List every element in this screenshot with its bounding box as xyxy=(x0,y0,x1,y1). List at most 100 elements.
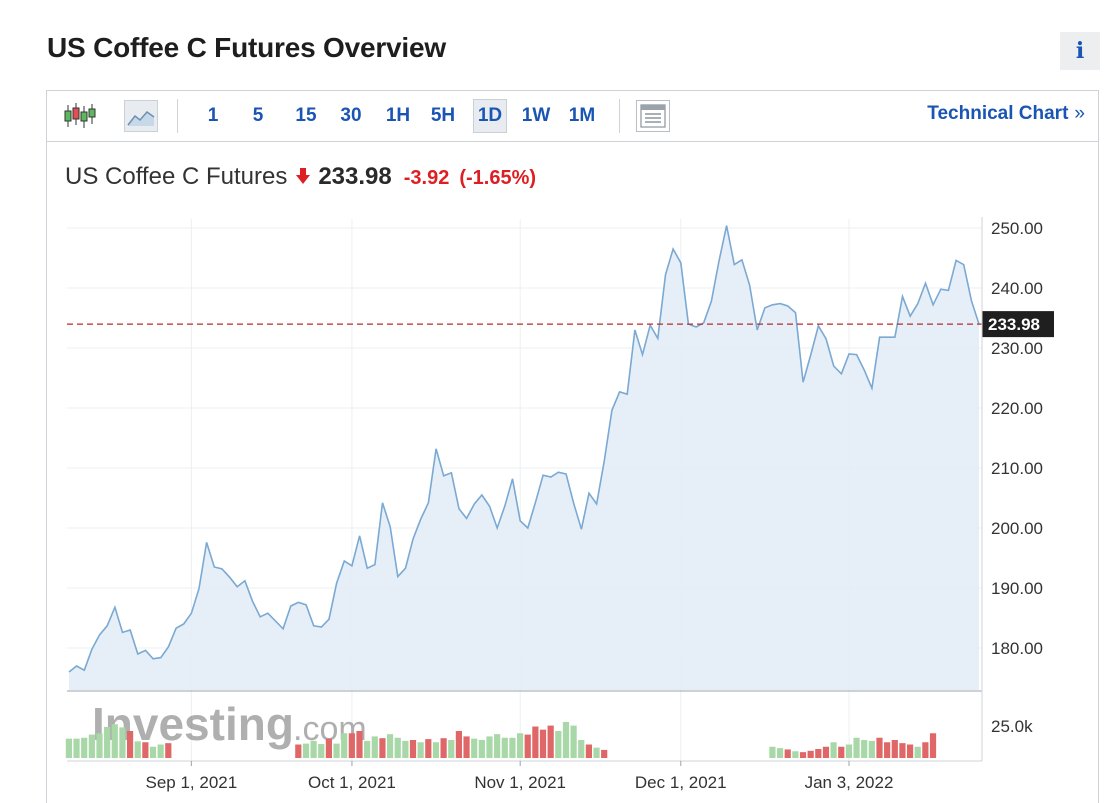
page-title: US Coffee C Futures Overview xyxy=(47,32,446,63)
last-price-tag-label: 233.98 xyxy=(988,315,1040,334)
volume-bar xyxy=(532,726,539,758)
x-tick-label: Nov 1, 2021 xyxy=(474,773,566,792)
volume-bar xyxy=(884,742,891,758)
volume-bar xyxy=(868,740,875,758)
candlestick-chart-icon[interactable] xyxy=(62,100,96,132)
volume-bar xyxy=(891,740,898,758)
volume-bar xyxy=(799,752,807,758)
volume-bar xyxy=(807,750,814,758)
volume-bar xyxy=(81,737,88,758)
timeframe-30[interactable]: 30 xyxy=(340,105,362,126)
chevron-right-icon: » xyxy=(1074,103,1085,124)
timeframe-1[interactable]: 1 xyxy=(207,105,219,126)
y-tick-label: 220.00 xyxy=(991,399,1043,418)
table-view-icon[interactable] xyxy=(636,100,670,132)
volume-bar xyxy=(509,737,516,758)
x-tick-label: Sep 1, 2021 xyxy=(146,773,238,792)
quote-header: US Coffee C Futures 233.98 -3.92 (-1.65%… xyxy=(65,163,536,193)
volume-bar xyxy=(853,737,860,758)
volume-bar xyxy=(769,746,776,758)
volume-bar xyxy=(65,738,72,758)
volume-bar xyxy=(333,743,340,758)
volume-bar xyxy=(371,736,378,758)
volume-bar xyxy=(792,751,799,758)
volume-bar xyxy=(325,738,332,758)
instrument-name: US Coffee C Futures xyxy=(65,163,288,190)
technical-chart-label: Technical Chart xyxy=(927,103,1069,124)
volume-bar xyxy=(578,740,585,758)
volume-bar xyxy=(501,737,508,758)
volume-bar xyxy=(539,729,547,758)
volume-bar xyxy=(88,734,95,758)
volume-bar xyxy=(318,744,325,758)
volume-bar xyxy=(165,743,172,758)
timeframe-5[interactable]: 5 xyxy=(252,105,264,126)
timeframe-15[interactable]: 15 xyxy=(295,105,317,126)
volume-bar xyxy=(73,738,80,758)
y-tick-label: 200.00 xyxy=(991,519,1043,538)
toolbar-divider xyxy=(619,99,620,133)
volume-bar xyxy=(601,749,608,758)
volume-bar xyxy=(341,733,348,758)
volume-bar xyxy=(547,725,554,758)
volume-bar xyxy=(822,746,830,758)
volume-bar xyxy=(555,731,562,758)
volume-bar xyxy=(440,738,447,758)
volume-bar xyxy=(409,740,417,758)
info-button[interactable]: i xyxy=(1060,32,1100,70)
timeframe-1w[interactable]: 1W xyxy=(521,105,551,126)
volume-bar xyxy=(379,738,386,758)
technical-chart-link[interactable]: Technical Chart» xyxy=(927,103,1085,125)
volume-bar xyxy=(417,742,424,758)
volume-bar xyxy=(126,731,134,758)
volume-bar xyxy=(302,743,310,758)
volume-bar xyxy=(356,731,363,758)
y-tick-label: 250.00 xyxy=(991,219,1043,238)
last-price-tag xyxy=(982,311,1054,338)
volume-bar xyxy=(562,722,570,758)
toolbar-divider xyxy=(177,99,178,133)
volume-bar xyxy=(157,744,164,758)
volume-bar xyxy=(310,740,317,758)
volume-bar xyxy=(914,746,921,758)
volume-bar xyxy=(432,742,440,758)
y-tick-label: 190.00 xyxy=(991,579,1043,598)
timeframe-1d[interactable]: 1D xyxy=(473,99,507,133)
watermark-logo: Investing xyxy=(92,698,294,750)
x-tick-label: Dec 1, 2021 xyxy=(635,773,727,792)
volume-bar xyxy=(838,746,845,758)
volume-bar xyxy=(96,733,103,758)
volume-bar xyxy=(425,739,432,758)
volume-bar xyxy=(402,740,409,758)
arrow-down-icon xyxy=(296,168,311,185)
price-area xyxy=(69,225,979,690)
volume-bar xyxy=(585,744,592,758)
volume-bar xyxy=(922,742,929,758)
timeframe-1h[interactable]: 1H xyxy=(385,105,411,126)
volume-bar xyxy=(364,740,371,758)
volume-bar xyxy=(570,725,577,758)
volume-bar xyxy=(394,737,401,758)
price-change: -3.92 xyxy=(403,167,450,189)
x-tick-label: Jan 3, 2022 xyxy=(805,773,894,792)
volume-bar xyxy=(830,742,837,758)
volume-bar xyxy=(448,740,455,758)
last-price: 233.98 xyxy=(318,163,392,190)
volume-bar xyxy=(776,748,784,758)
volume-bar xyxy=(845,744,852,758)
y-tick-label: 230.00 xyxy=(991,339,1043,358)
timeframe-1m[interactable]: 1M xyxy=(568,105,596,126)
volume-bar xyxy=(348,733,355,758)
y-tick-label: 240.00 xyxy=(991,279,1043,298)
area-chart-icon[interactable] xyxy=(124,100,158,132)
volume-bar xyxy=(861,740,868,758)
volume-bar xyxy=(111,724,118,758)
volume-axis-label: 25.0k xyxy=(991,717,1033,736)
volume-bar xyxy=(784,749,791,758)
price-change-percent: (-1.65%) xyxy=(459,167,537,189)
price-chart[interactable]: 250.00 240.00 230.00 220.00 210.00 200.00 190.… xyxy=(47,91,1098,803)
volume-bar xyxy=(516,733,524,758)
price-line xyxy=(68,225,980,673)
timeframe-5h[interactable]: 5H xyxy=(430,105,456,126)
volume-bar xyxy=(142,742,149,758)
